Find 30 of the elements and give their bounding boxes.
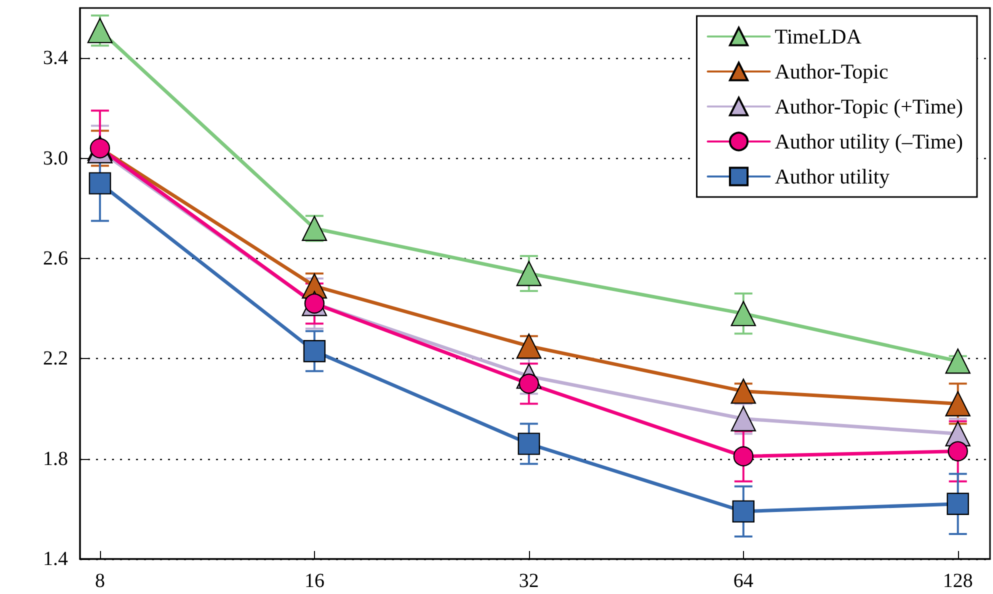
legend-label: Author utility [774,164,890,188]
point [730,378,756,404]
point [733,446,754,466]
legend-label: Author-Topic (+Time) [774,94,964,118]
legend-label: TimeLDA [774,24,862,48]
point [516,260,542,286]
point [946,492,969,515]
x-tick-label: 64 [733,570,754,592]
point [88,172,112,194]
point [516,334,542,359]
legend-label: Author-Topic [774,60,888,84]
y-tick-label: 3.4 [43,47,68,70]
point [945,348,970,374]
point [945,391,970,416]
point [518,432,540,455]
y-tick-label: 2.2 [43,348,68,370]
y-tick-label: 1.4 [43,548,68,570]
legend-label: Author utility (–Time) [774,130,963,154]
point [948,441,968,462]
x-tick-label: 32 [518,570,539,592]
y-tick-label: 2.6 [43,247,68,270]
x-tick-label: 128 [942,570,973,592]
y-tick-label: 1.8 [43,448,68,470]
point [303,340,326,362]
point [730,406,756,432]
x-tick-label: 8 [94,570,105,592]
x-tick-label: 16 [304,570,324,592]
y-tick-label: 3.0 [43,147,68,170]
point [730,300,756,326]
point [732,500,755,523]
